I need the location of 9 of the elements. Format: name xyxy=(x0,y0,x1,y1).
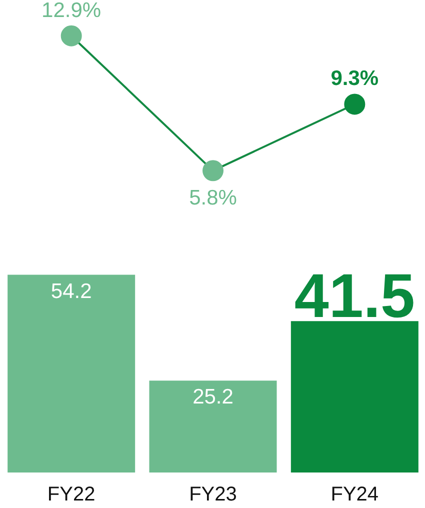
data-label: 12.9% xyxy=(42,0,102,22)
data-label: 5.8% xyxy=(189,186,237,210)
data-label: 54.2 xyxy=(50,280,92,303)
data-label: 41.5 xyxy=(294,262,416,332)
data-label: 25.2 xyxy=(192,386,234,409)
data-label: 9.3% xyxy=(330,67,379,90)
x-tick-label: FY23 xyxy=(189,484,237,506)
x-tick-label: FY22 xyxy=(47,484,96,506)
x-tick-label: FY24 xyxy=(330,484,379,506)
